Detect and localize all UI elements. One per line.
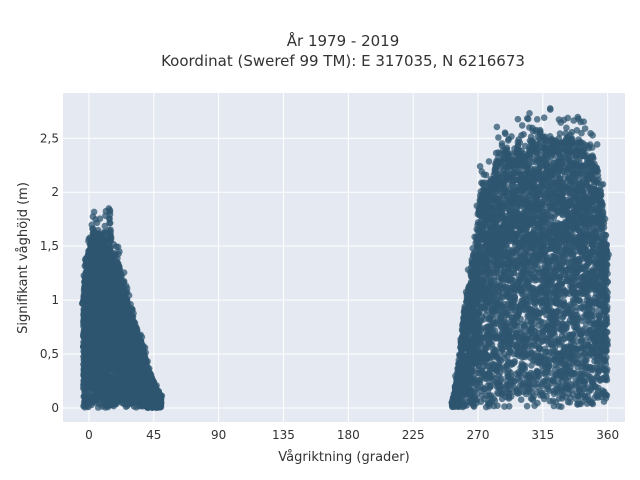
- data-point: [107, 249, 115, 256]
- data-point: [156, 393, 163, 400]
- data-point: [80, 272, 88, 279]
- data-point: [79, 300, 86, 307]
- data-point: [106, 219, 114, 227]
- data-point: [94, 226, 102, 234]
- data-point: [125, 292, 133, 299]
- data-point: [137, 331, 144, 339]
- data-point: [85, 251, 92, 258]
- data-point: [98, 244, 105, 252]
- data-point: [129, 313, 137, 320]
- data-point: [90, 208, 98, 216]
- data-point: [107, 228, 114, 236]
- data-point: [99, 232, 106, 239]
- data-points: [78, 105, 612, 412]
- data-point: [142, 357, 150, 365]
- data-point: [142, 349, 149, 356]
- data-point: [120, 269, 128, 276]
- data-point: [107, 233, 115, 241]
- chart-subtitle: Koordinat (Sweref 99 TM): E 317035, N 62…: [161, 52, 525, 70]
- data-point: [86, 241, 94, 248]
- data-point: [114, 243, 122, 251]
- data-point: [81, 262, 89, 270]
- data-point: [106, 206, 114, 214]
- data-point: [114, 254, 121, 262]
- chart-title: År 1979 - 2019: [287, 31, 400, 50]
